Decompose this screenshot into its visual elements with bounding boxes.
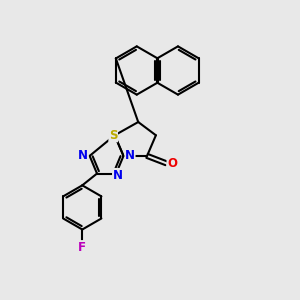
Text: S: S xyxy=(109,129,117,142)
Text: F: F xyxy=(78,241,86,254)
Text: N: N xyxy=(125,149,135,162)
Text: O: O xyxy=(167,157,177,170)
Text: N: N xyxy=(112,169,123,182)
Text: N: N xyxy=(78,149,88,162)
